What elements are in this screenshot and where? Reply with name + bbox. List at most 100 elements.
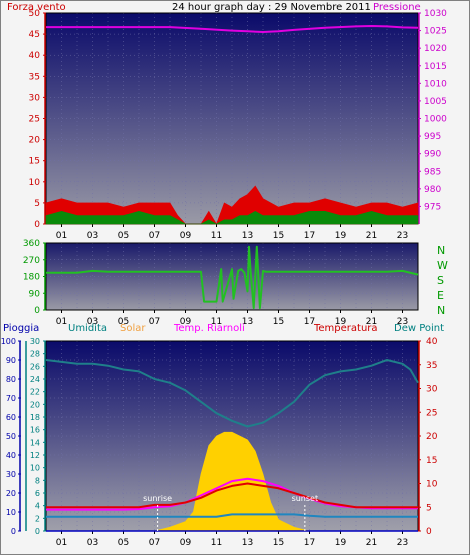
y-tick-label-humidity: 20 <box>30 400 40 409</box>
y-tick-label-direction: 90 <box>29 289 41 299</box>
legend-dew-point: Dew Point <box>394 323 444 334</box>
x-tick-label-dir: 19 <box>335 317 347 327</box>
bottom-legend: Pioggia Umidita Solar Temp. Riarnoli Tem… <box>3 323 444 334</box>
y-tick-label-wind: 0 <box>34 220 40 230</box>
y-tick-label-humidity: 6 <box>35 489 40 498</box>
y-tick-label-humidity: 22 <box>30 388 40 397</box>
x-tick-label-dir: 15 <box>273 317 284 327</box>
pressure-axis-title: Pressione <box>373 2 421 13</box>
y-tick-label-wind: 10 <box>29 178 41 188</box>
y-tick-label-rain: 60 <box>6 413 16 422</box>
y-tick-label-temperature: 30 <box>426 385 438 395</box>
legend-rain: Pioggia <box>3 323 39 334</box>
x-tick-label-bot: 13 <box>242 538 253 548</box>
y-tick-label-temperature: 10 <box>426 480 438 490</box>
y-tick-label-wind: 15 <box>29 157 40 167</box>
y-tick-label-pressure: 985 <box>424 167 441 177</box>
y-tick-label-temperature: 35 <box>426 361 437 371</box>
dir-label-w: W <box>437 259 448 272</box>
y-tick-label-humidity: 16 <box>30 426 40 435</box>
x-tick-label-top: 07 <box>149 231 160 241</box>
x-tick-label-bot: 23 <box>397 538 408 548</box>
x-tick-label-bot: 19 <box>335 538 347 548</box>
y-tick-label-temperature: 25 <box>426 408 437 418</box>
dir-label-n-top: N <box>437 244 445 257</box>
x-tick-label-top: 13 <box>242 231 253 241</box>
x-tick-label-bot: 11 <box>211 538 222 548</box>
x-tick-label-bot: 01 <box>56 538 67 548</box>
legend-temp-riarnoli: Temp. Riarnoli <box>173 323 245 334</box>
y-tick-label-pressure: 995 <box>424 132 441 142</box>
y-tick-label-rain: 80 <box>6 375 16 384</box>
y-tick-label-pressure: 980 <box>424 185 441 195</box>
dir-label-e: E <box>437 289 444 302</box>
x-tick-label-dir: 05 <box>118 317 129 327</box>
dir-label-s: S <box>437 274 444 287</box>
series-layer: sunrise sunset <box>45 25 419 532</box>
y-tick-label-humidity: 0 <box>35 527 40 536</box>
y-tick-label-temperature: 5 <box>426 503 432 513</box>
series-wind-direction <box>46 245 419 310</box>
top-panel-bg <box>46 13 418 224</box>
x-tick-label-top: 21 <box>366 231 377 241</box>
x-tick-label-top: 15 <box>273 231 284 241</box>
x-tick-label-bot: 03 <box>87 538 98 548</box>
y-tick-label-pressure: 975 <box>424 202 441 212</box>
x-tick-label-bot: 09 <box>180 538 192 548</box>
x-tick-label-top: 01 <box>56 231 67 241</box>
dir-label-n-bottom: N <box>437 304 445 317</box>
y-tick-label-rain: 30 <box>6 470 16 479</box>
marker-label-sunrise: sunrise <box>143 494 172 503</box>
x-tick-label-bot: 17 <box>304 538 315 548</box>
y-tick-label-rain: 90 <box>6 356 16 365</box>
y-tick-label-wind: 20 <box>29 136 41 146</box>
y-tick-label-pressure: 1020 <box>424 44 447 54</box>
x-tick-label-dir: 13 <box>242 317 253 327</box>
x-tick-label-bot: 21 <box>366 538 377 548</box>
y-tick-label-direction: 180 <box>23 273 40 283</box>
x-tick-label-dir: 09 <box>180 317 192 327</box>
y-tick-label-temperature: 40 <box>426 337 438 347</box>
y-tick-label-rain: 20 <box>6 489 16 498</box>
y-tick-label-humidity: 24 <box>30 375 40 384</box>
x-tick-label-dir: 23 <box>397 317 408 327</box>
x-tick-label-top: 11 <box>211 231 222 241</box>
x-tick-label-top: 03 <box>87 231 98 241</box>
x-tick-label-dir: 03 <box>87 317 98 327</box>
x-tick-label-bot: 05 <box>118 538 129 548</box>
y-tick-label-direction: 270 <box>23 256 40 266</box>
y-tick-label-pressure: 1030 <box>424 9 447 19</box>
y-tick-label-pressure: 1015 <box>424 62 447 72</box>
y-tick-label-wind: 45 <box>29 30 40 40</box>
y-tick-label-humidity: 12 <box>30 451 40 460</box>
y-tick-label-temperature: 15 <box>426 456 437 466</box>
series-wind-average <box>45 210 419 225</box>
y-tick-label-pressure: 1005 <box>424 97 447 107</box>
y-tick-label-temperature: 0 <box>426 527 432 537</box>
y-tick-label-humidity: 14 <box>30 438 40 447</box>
y-tick-label-rain: 50 <box>6 432 16 441</box>
x-tick-label-top: 05 <box>118 231 129 241</box>
x-tick-label-dir: 17 <box>304 317 315 327</box>
y-tick-label-pressure: 1000 <box>424 115 447 125</box>
series-humidity <box>45 359 419 428</box>
x-tick-label-dir: 07 <box>149 317 160 327</box>
series-pressure <box>46 25 419 33</box>
y-tick-label-rain: 40 <box>6 451 16 460</box>
x-tick-label-bot: 15 <box>273 538 284 548</box>
y-tick-label-direction: 360 <box>23 239 40 249</box>
y-tick-label-wind: 25 <box>29 115 40 125</box>
x-tick-label-dir: 01 <box>56 317 67 327</box>
y-tick-label-direction: 0 <box>34 306 40 316</box>
series-temperature <box>46 482 418 509</box>
y-tick-label-rain: 10 <box>6 508 16 517</box>
y-tick-label-humidity: 4 <box>35 502 40 511</box>
y-tick-label-humidity: 8 <box>35 476 40 485</box>
x-tick-label-top: 23 <box>397 231 408 241</box>
y-tick-label-wind: 35 <box>29 72 40 82</box>
y-tick-label-rain: 0 <box>11 527 16 536</box>
direction-side-labels: N W S E N <box>437 244 448 317</box>
y-tick-label-wind: 40 <box>29 51 41 61</box>
